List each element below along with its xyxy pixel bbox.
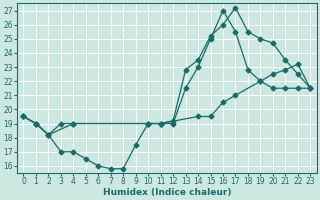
X-axis label: Humidex (Indice chaleur): Humidex (Indice chaleur) (103, 188, 231, 197)
